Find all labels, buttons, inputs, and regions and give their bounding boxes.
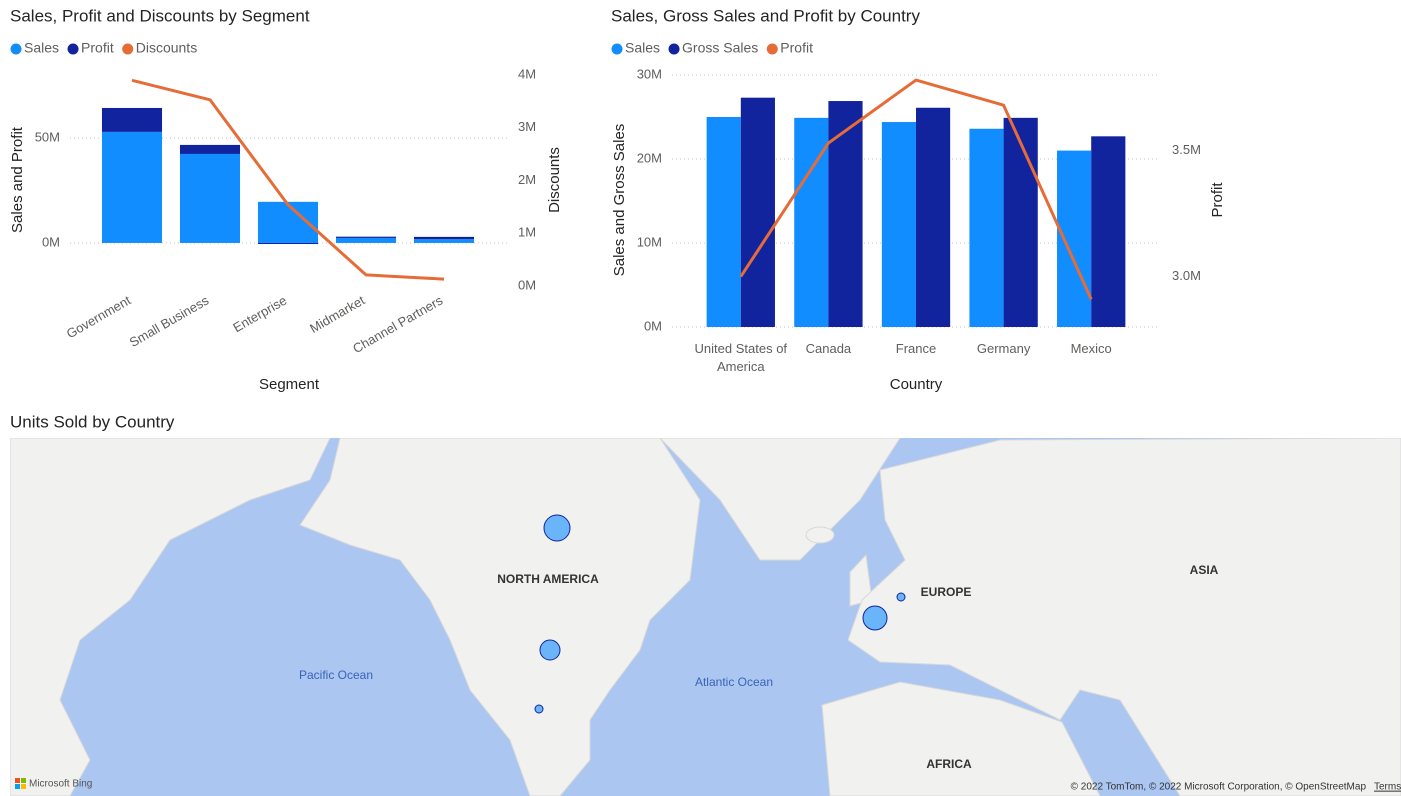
legend-marker: [67, 43, 79, 55]
bar: [1003, 117, 1038, 327]
y-axis-title: Sales and Gross Sales: [611, 124, 628, 277]
x-tick-label: United States of America: [694, 341, 788, 374]
bubble: [543, 514, 571, 542]
y2-tick-label: 1M: [518, 225, 536, 240]
bar: [413, 236, 475, 240]
bar: [179, 153, 241, 243]
y-tick-label: 30M: [637, 66, 662, 81]
legend-label: Profit: [780, 40, 813, 56]
x-tick-label-box: Canada: [805, 341, 852, 356]
bubble: [862, 605, 888, 631]
map-label: Pacific Ocean: [299, 668, 373, 682]
x-tick-label: Germany: [976, 341, 1031, 356]
y-tick-label: 50M: [35, 129, 60, 144]
bar: [335, 236, 397, 238]
bar: [101, 131, 163, 243]
y-tick-label: 0M: [644, 318, 662, 333]
y2-tick-label: 3.5M: [1172, 142, 1201, 157]
bing-logo: [15, 778, 20, 783]
y2-tick-label: 3.0M: [1172, 268, 1201, 283]
legend-marker: [766, 43, 778, 55]
y2-tick-label: 2M: [518, 172, 536, 187]
bar: [1057, 150, 1092, 327]
bar: [101, 107, 163, 132]
x-tick-label-box: United States of America: [694, 341, 788, 374]
x-tick-label-box: Mexico: [1070, 341, 1112, 356]
y2-tick-label: 3M: [518, 119, 536, 134]
bar: [969, 128, 1004, 327]
y-axis-title: Sales and Profit: [9, 126, 26, 233]
map-terms: Terms: [1374, 782, 1401, 793]
bar: [413, 239, 475, 243]
y2-tick-label: 0M: [518, 277, 536, 292]
x-tick-label-box: France: [895, 341, 937, 356]
map-label: ASIA: [1190, 563, 1219, 577]
map-label: AFRICA: [926, 757, 972, 771]
y-tick-label: 10M: [637, 234, 662, 249]
x-tick-label: Enterprise: [230, 293, 289, 336]
chart-title: Units Sold by Country: [10, 412, 175, 431]
line: [739, 78, 1093, 300]
bubble: [896, 592, 906, 602]
bar: [1091, 136, 1126, 327]
legend-label: Gross Sales: [682, 40, 758, 56]
chart-title: Sales, Gross Sales and Profit by Country: [611, 6, 920, 25]
bar: [828, 101, 863, 327]
bar: [706, 117, 741, 327]
legend-label: Sales: [625, 40, 660, 56]
x-tick-label-box: Germany: [976, 341, 1031, 356]
map-label: NORTH AMERICA: [497, 572, 599, 586]
legend-marker: [668, 43, 680, 55]
x-axis-title: Segment: [259, 376, 320, 393]
bing-logo: [21, 778, 26, 783]
y2-axis-title: Profit: [1209, 182, 1226, 218]
bar: [179, 144, 241, 154]
legend-label: Discounts: [136, 40, 197, 56]
y2-tick-label: 4M: [518, 66, 536, 81]
x-axis-title: Country: [890, 376, 943, 393]
bar: [916, 107, 951, 327]
line: [131, 78, 445, 281]
x-tick-label: Canada: [805, 341, 852, 356]
map-label: Atlantic Ocean: [695, 675, 773, 689]
map-label: EUROPE: [921, 585, 972, 599]
y2-axis-title: Discounts: [546, 147, 563, 213]
x-tick-label: Mexico: [1070, 341, 1112, 356]
x-tick-label: France: [895, 341, 937, 356]
map-base: [10, 438, 1401, 796]
bubble: [539, 639, 561, 661]
land: [10, 438, 1401, 796]
bar: [740, 97, 775, 328]
legend-marker: [611, 43, 623, 55]
map-attribution: © 2022 TomTom, © 2022 Microsoft Corporat…: [1071, 782, 1367, 793]
legend-marker: [122, 43, 134, 55]
bar: [257, 242, 319, 245]
x-tick-label: Small Business: [127, 292, 212, 350]
legend-marker: [10, 43, 22, 55]
legend-label: Sales: [24, 40, 59, 56]
x-tick-label: Midmarket: [307, 292, 367, 336]
y-tick-label: 0M: [42, 234, 60, 249]
y-tick-label: 20M: [637, 150, 662, 165]
bing-logo: [15, 784, 20, 789]
bubble: [534, 704, 544, 714]
bar: [881, 122, 916, 327]
bing-logo: [21, 784, 26, 789]
map-provider: Microsoft Bing: [29, 779, 92, 790]
x-tick-label: Government: [64, 292, 134, 341]
legend-label: Profit: [81, 40, 114, 56]
chart-title: Sales, Profit and Discounts by Segment: [10, 6, 310, 25]
bar: [335, 237, 397, 243]
